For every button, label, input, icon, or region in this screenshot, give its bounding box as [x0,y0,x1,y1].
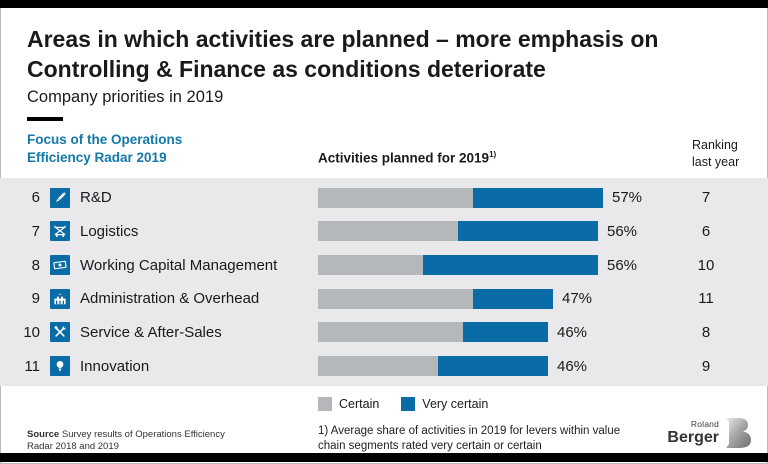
row-bar: 56% [318,255,658,276]
row-rank: 8 [31,256,40,274]
row-bar: 57% [318,187,658,208]
row-bar: 46% [318,356,658,377]
footnote-marker: 1) [489,150,497,159]
row-rank: 10 [23,323,40,341]
row-icon [50,356,70,377]
row-total: 56% [607,256,638,274]
bar-very-certain [473,288,553,309]
legend-swatch-certain [318,397,332,411]
legend-label-very-certain: Very certain [422,397,489,411]
row-icon [50,221,70,242]
bar-certain [318,322,463,343]
row-label: R&D [80,189,112,207]
table-row: 6 R&D 57% 7 [0,181,768,214]
row-total: 57% [612,189,643,207]
row-rank: 9 [31,290,40,308]
row-rank: 6 [31,189,40,207]
logo-berger: Berger [667,428,719,446]
building-icon [54,293,66,304]
row-label: Working Capital Management [80,256,278,274]
row-label: Service & After-Sales [80,323,222,341]
bar-very-certain [438,356,548,377]
source-note: Source Survey results of Operations Effi… [27,429,227,453]
bar-certain [318,356,438,377]
bottom-black-bar [0,453,768,462]
row-last-year: 7 [701,189,711,207]
chart-legend: Certain Very certain [318,397,488,411]
bar-very-certain [423,255,598,276]
stacked-bar [318,356,548,377]
row-icon [50,322,70,343]
table-row: 10 Service & After-Sales 46% 8 [0,316,768,349]
row-icon [50,187,70,208]
top-black-bar [0,0,768,8]
logo-text: Roland Berger [667,420,719,446]
pencil-icon [56,192,66,202]
table-row: 11 Innovation 46% 9 [0,350,768,383]
footnote: 1) Average share of activities in 2019 f… [318,425,621,452]
page-title: Areas in which activities are planned – … [27,26,659,82]
row-last-year: 11 [698,290,714,308]
legend-swatch-very-certain [401,397,416,411]
column-header-activities: Activities planned for 20191) [318,150,496,166]
row-label: Innovation [80,357,150,375]
row-bar: 56% [318,221,658,242]
lightbulb-icon [56,361,64,372]
row-last-year: 9 [701,357,711,375]
title-divider [27,117,63,121]
source-label: Source [27,429,60,440]
page-subtitle: Company priorities in 2019 [27,88,224,106]
tools-icon [54,326,66,338]
row-bar: 46% [318,322,658,343]
row-total: 46% [557,357,588,375]
row-label: Administration & Overhead [80,290,260,308]
table-row: 8 Working Capital Management 56% 10 [0,249,768,282]
row-icon [50,255,70,276]
row-rank: 11 [24,357,40,375]
bar-certain [318,221,458,242]
row-last-year: 8 [701,323,711,341]
stacked-bar [318,322,548,343]
stacked-bar [318,255,598,276]
bar-very-certain [473,187,603,208]
bar-certain [318,255,423,276]
row-rank: 7 [31,222,40,240]
bar-certain [318,288,473,309]
logo-b-icon [724,417,752,449]
stacked-bar [318,221,598,242]
table-row: 9 Administration & Overhead 47% 11 [0,282,768,315]
forklift-icon [54,226,66,238]
row-last-year: 10 [697,256,715,274]
stacked-bar [318,288,553,309]
column-header-focus: Focus of the Operations Efficiency Radar… [27,132,183,165]
logo-roland: Roland [690,419,719,430]
bar-very-certain [458,221,598,242]
row-label: Logistics [80,222,139,240]
row-last-year: 6 [701,222,711,240]
banknote-icon [53,260,67,270]
row-icon [50,288,70,309]
row-total: 47% [562,290,593,308]
bar-very-certain [463,322,548,343]
column-header-activities-label: Activities planned for 2019 [318,150,490,166]
source-text: Survey results of Operations Efficiency … [27,429,225,452]
row-total: 46% [557,323,588,341]
roland-berger-logo: Roland Berger [667,417,752,449]
row-bar: 47% [318,288,658,309]
row-total: 56% [607,222,638,240]
table-row: 7 Logistics 56% 6 [0,215,768,248]
chart-area: 6 R&D 57% 7 7 Logistics [0,178,768,386]
bar-certain [318,187,473,208]
stacked-bar [318,187,603,208]
column-header-ranking: Ranking last year [692,138,740,169]
legend-label-certain: Certain [339,397,380,411]
